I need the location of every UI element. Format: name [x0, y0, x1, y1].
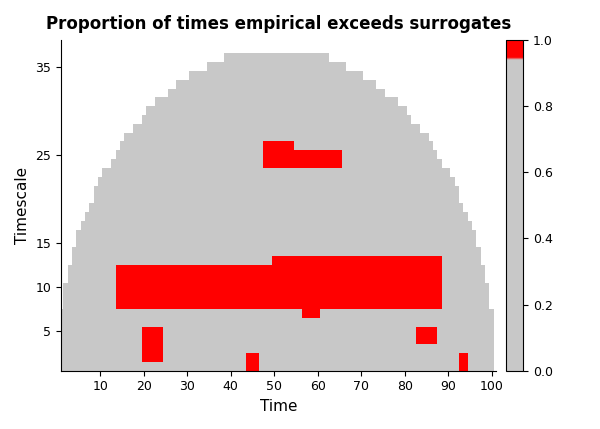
Title: Proportion of times empirical exceeds surrogates: Proportion of times empirical exceeds su… [46, 15, 511, 33]
X-axis label: Time: Time [260, 399, 297, 414]
Y-axis label: Timescale: Timescale [15, 167, 30, 244]
